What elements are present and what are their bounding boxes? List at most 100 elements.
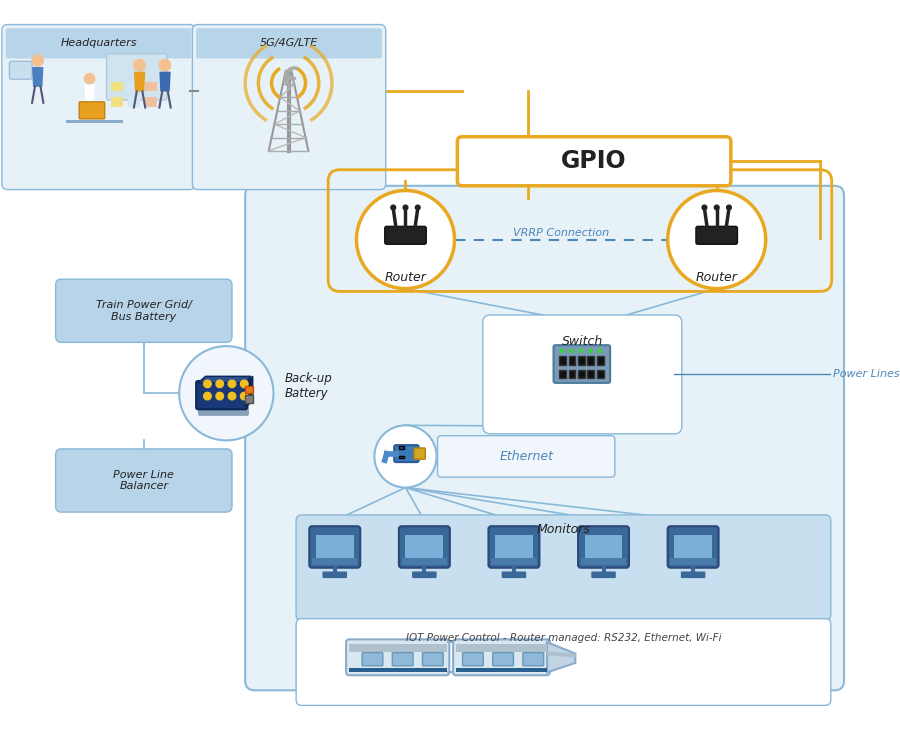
- Circle shape: [560, 349, 564, 353]
- Polygon shape: [245, 376, 253, 408]
- Circle shape: [179, 346, 274, 440]
- Circle shape: [134, 60, 145, 71]
- Text: GPIO: GPIO: [562, 149, 627, 174]
- FancyBboxPatch shape: [56, 279, 232, 343]
- FancyBboxPatch shape: [385, 226, 427, 244]
- Text: IOT Power Control - Router managed: RS232, Ethernet, Wi-Fi: IOT Power Control - Router managed: RS23…: [406, 634, 721, 644]
- FancyBboxPatch shape: [196, 381, 248, 409]
- Polygon shape: [85, 85, 94, 102]
- Text: Train Power Grid/
Bus Battery: Train Power Grid/ Bus Battery: [96, 300, 192, 321]
- Circle shape: [598, 349, 601, 353]
- FancyBboxPatch shape: [406, 534, 443, 561]
- FancyBboxPatch shape: [198, 384, 249, 416]
- FancyBboxPatch shape: [349, 644, 446, 652]
- Circle shape: [85, 74, 94, 84]
- FancyBboxPatch shape: [129, 82, 140, 92]
- FancyBboxPatch shape: [5, 28, 192, 58]
- FancyBboxPatch shape: [145, 82, 157, 92]
- FancyBboxPatch shape: [245, 186, 844, 690]
- FancyBboxPatch shape: [495, 534, 533, 561]
- Text: Power Line
Balancer: Power Line Balancer: [113, 469, 175, 491]
- FancyBboxPatch shape: [362, 652, 382, 666]
- Polygon shape: [134, 71, 145, 92]
- Text: Ethernet: Ethernet: [500, 450, 554, 463]
- FancyBboxPatch shape: [245, 386, 253, 393]
- FancyBboxPatch shape: [412, 572, 436, 578]
- Circle shape: [416, 205, 420, 210]
- Circle shape: [702, 205, 706, 210]
- FancyBboxPatch shape: [578, 370, 585, 378]
- Circle shape: [715, 205, 719, 210]
- FancyBboxPatch shape: [456, 668, 547, 672]
- Text: VRRP Connection: VRRP Connection: [513, 228, 609, 238]
- FancyBboxPatch shape: [559, 356, 566, 365]
- Circle shape: [240, 392, 248, 400]
- Text: Headquarters: Headquarters: [60, 39, 137, 48]
- Text: Switch: Switch: [562, 335, 603, 348]
- FancyBboxPatch shape: [106, 54, 166, 100]
- FancyBboxPatch shape: [414, 448, 426, 459]
- FancyBboxPatch shape: [394, 445, 418, 462]
- FancyBboxPatch shape: [437, 436, 615, 477]
- Circle shape: [32, 55, 43, 66]
- FancyBboxPatch shape: [296, 515, 831, 620]
- Circle shape: [589, 349, 592, 353]
- FancyBboxPatch shape: [591, 572, 616, 578]
- Circle shape: [570, 349, 573, 353]
- FancyBboxPatch shape: [696, 226, 737, 244]
- FancyBboxPatch shape: [312, 558, 357, 565]
- FancyBboxPatch shape: [56, 449, 232, 512]
- Circle shape: [203, 392, 212, 400]
- Circle shape: [391, 205, 396, 210]
- FancyBboxPatch shape: [681, 572, 706, 578]
- Circle shape: [403, 205, 408, 210]
- FancyBboxPatch shape: [554, 345, 610, 383]
- FancyBboxPatch shape: [401, 558, 447, 565]
- FancyBboxPatch shape: [585, 534, 623, 561]
- FancyBboxPatch shape: [316, 534, 354, 561]
- FancyBboxPatch shape: [196, 28, 382, 58]
- FancyBboxPatch shape: [399, 526, 450, 568]
- Circle shape: [579, 349, 583, 353]
- Text: Monitors: Monitors: [536, 523, 590, 537]
- FancyBboxPatch shape: [578, 356, 585, 365]
- FancyBboxPatch shape: [322, 572, 347, 578]
- FancyBboxPatch shape: [463, 652, 483, 666]
- Text: Back-up
Battery: Back-up Battery: [284, 372, 332, 399]
- Text: Router: Router: [696, 270, 738, 284]
- Circle shape: [240, 380, 248, 388]
- FancyBboxPatch shape: [578, 526, 629, 568]
- FancyBboxPatch shape: [580, 558, 626, 565]
- Circle shape: [356, 190, 454, 289]
- Circle shape: [216, 392, 223, 400]
- Circle shape: [216, 380, 223, 388]
- FancyBboxPatch shape: [422, 652, 443, 666]
- FancyBboxPatch shape: [569, 370, 575, 378]
- FancyBboxPatch shape: [559, 370, 566, 378]
- Polygon shape: [547, 652, 575, 658]
- FancyBboxPatch shape: [569, 356, 575, 365]
- FancyBboxPatch shape: [399, 446, 403, 449]
- FancyBboxPatch shape: [457, 137, 731, 186]
- FancyBboxPatch shape: [597, 370, 604, 378]
- Polygon shape: [547, 642, 575, 672]
- FancyBboxPatch shape: [310, 526, 360, 568]
- Circle shape: [159, 60, 171, 71]
- FancyBboxPatch shape: [145, 97, 157, 106]
- Circle shape: [203, 380, 212, 388]
- FancyBboxPatch shape: [392, 652, 413, 666]
- Text: 5G/4G/LTE: 5G/4G/LTE: [260, 39, 319, 48]
- Polygon shape: [198, 376, 251, 383]
- FancyBboxPatch shape: [668, 526, 718, 568]
- FancyBboxPatch shape: [674, 534, 712, 561]
- FancyBboxPatch shape: [597, 356, 604, 365]
- FancyBboxPatch shape: [588, 370, 594, 378]
- FancyBboxPatch shape: [501, 572, 526, 578]
- FancyBboxPatch shape: [670, 558, 716, 565]
- FancyBboxPatch shape: [456, 644, 547, 652]
- Polygon shape: [66, 120, 122, 122]
- FancyBboxPatch shape: [523, 652, 544, 666]
- FancyBboxPatch shape: [245, 395, 253, 402]
- FancyBboxPatch shape: [453, 639, 550, 675]
- Circle shape: [726, 205, 732, 210]
